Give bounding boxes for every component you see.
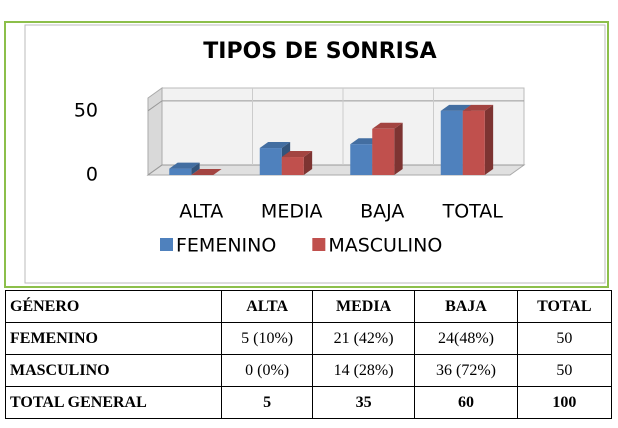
y-tick-label: 50	[74, 99, 98, 121]
table-cell: MASCULINO	[4, 354, 223, 387]
bar-top	[372, 122, 403, 129]
legend-label: FEMENINO	[176, 235, 276, 257]
table-cell: 36 (72%)	[414, 354, 518, 387]
table-cell: TOTAL	[516, 290, 613, 323]
legend-swatch	[312, 238, 326, 251]
table-row: TOTAL GENERAL 5 35 60 100	[4, 386, 613, 419]
bar-top	[169, 162, 200, 169]
x-tick-label: TOTAL	[442, 201, 504, 223]
bar-top	[462, 104, 494, 111]
table-cell: 0 (0%)	[221, 354, 313, 387]
bar-top	[281, 151, 313, 158]
data-table: GÉNERO ALTA MEDIA BAJA TOTAL FEMENINO 5 (10%) 2…	[4, 290, 613, 419]
table-row: FEMENINO 5 (10%) 21 (42%) 24(48%) 50	[4, 322, 613, 355]
bar	[462, 110, 485, 175]
bar	[440, 110, 463, 175]
y-tick-label: 0	[86, 164, 98, 186]
table-cell: 5 (10%)	[221, 322, 313, 355]
table-cell: TOTAL GENERAL	[4, 386, 223, 419]
table-row: GÉNERO ALTA MEDIA BAJA TOTAL	[4, 290, 613, 323]
bar-side	[484, 104, 494, 175]
grid-line	[147, 164, 524, 176]
bar	[259, 148, 282, 175]
table-cell: 100	[516, 386, 613, 419]
bar-side	[394, 122, 403, 175]
table-cell: 35	[311, 386, 416, 419]
table-cell: BAJA	[414, 290, 518, 323]
x-tick-label: BAJA	[360, 201, 404, 223]
legend-swatch	[160, 238, 173, 251]
bar-top	[259, 142, 291, 149]
chart: TIPOS DE SONRISA 0 50 ALTA MEDIA BAJA TOTAL FE…	[4, 21, 609, 288]
bar	[281, 157, 304, 175]
table-cell: 60	[414, 386, 518, 419]
table-cell: GÉNERO	[4, 290, 223, 323]
table-cell: 21 (42%)	[311, 322, 416, 355]
bar-side	[303, 151, 313, 175]
table-cell: 50	[516, 354, 613, 387]
side-wall	[147, 87, 163, 176]
bar-top	[191, 169, 222, 175]
x-tick-label: ALTA	[179, 201, 223, 223]
frame	[4, 21, 609, 288]
table-cell: 24(48%)	[414, 322, 518, 355]
table-row: MASCULINO 0 (0%) 14 (28%) 36 (72%) 50	[4, 354, 613, 387]
bar-top	[440, 104, 472, 111]
table-cell: FEMENINO	[4, 322, 223, 355]
table-cell: 50	[516, 322, 613, 355]
table-cell: MEDIA	[311, 290, 416, 323]
bar-side	[191, 162, 200, 175]
table-cell: 14 (28%)	[311, 354, 416, 387]
legend-label: MASCULINO	[328, 235, 442, 257]
bar	[169, 168, 192, 175]
table-cell: ALTA	[221, 290, 313, 323]
grid-line	[147, 100, 524, 112]
bar	[372, 128, 395, 175]
bar	[350, 144, 373, 175]
chart-title: TIPOS DE SONRISA	[203, 39, 436, 64]
table-cell: 5	[221, 386, 313, 419]
x-tick-label: MEDIA	[261, 201, 323, 223]
